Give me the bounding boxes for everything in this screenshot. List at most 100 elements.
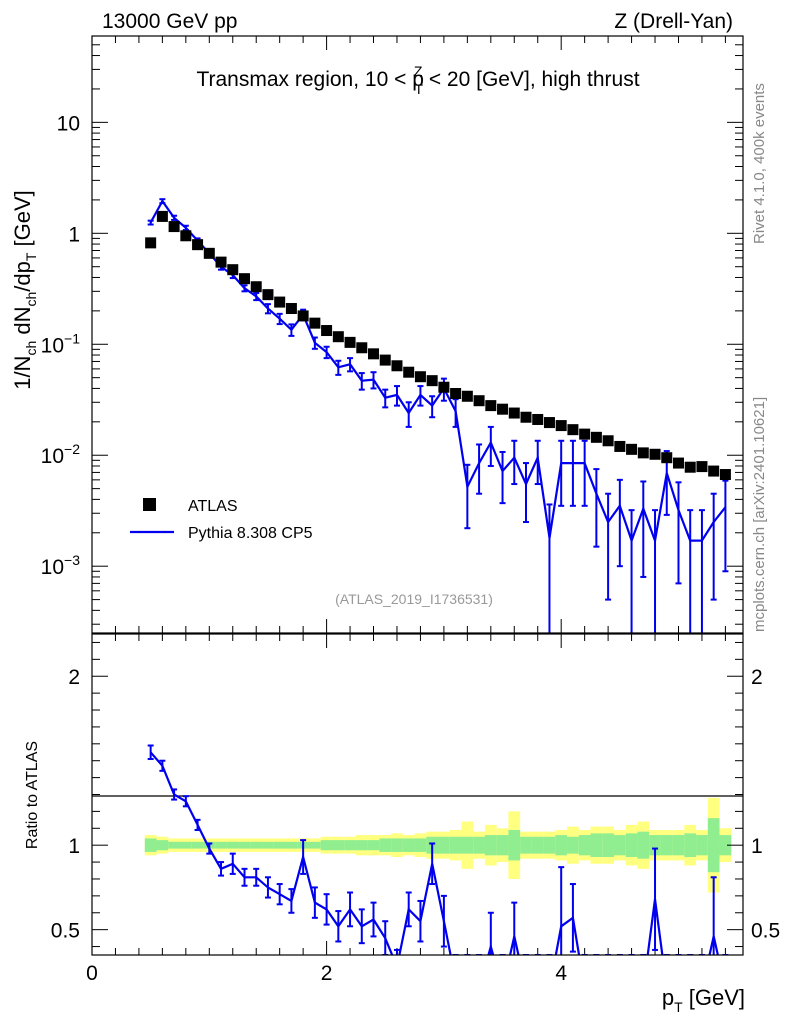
ratio-tick-labels: 0.5 0.5 1 1 2 2 0 2 4 [51, 666, 780, 985]
x-tick-label: 4 [555, 962, 567, 985]
main-y-tick-label: 10−1 [41, 330, 81, 357]
main-frame [91, 35, 744, 634]
atlas-point [719, 469, 731, 481]
mcplots-label: mcplots.cern.ch [arXiv:2401.10621] [751, 397, 768, 632]
ratio-inner-band [555, 835, 568, 856]
ratio-inner-band [660, 835, 673, 856]
atlas-point [156, 210, 168, 222]
ratio-panel: 0.5 0.5 1 1 2 2 0 2 4 Ratio to ATLAS pT [GeV] [24, 633, 780, 1015]
legend-pythia-label: Pythia 8.308 CP5 [188, 525, 313, 542]
atlas-point [180, 230, 192, 242]
atlas-point [321, 325, 333, 337]
atlas-point [579, 428, 591, 440]
atlas-point [602, 435, 614, 447]
main-y-axis-label: 1/Nch dNch/dpT [GeV] [10, 190, 39, 390]
atlas-point [356, 342, 368, 354]
ratio-inner-band [320, 840, 333, 851]
main-data [145, 198, 731, 633]
ratio-inner-band [344, 840, 356, 851]
ratio-y-axis-label: Ratio to ATLAS [24, 741, 41, 849]
ratio-inner-band [262, 841, 274, 849]
atlas-point [696, 461, 708, 473]
ratio-inner-band [402, 838, 415, 852]
ratio-frame [91, 633, 744, 956]
atlas-point [192, 239, 204, 251]
legend-atlas-marker [143, 498, 156, 511]
atlas-point [649, 448, 661, 460]
ratio-inner-band [191, 841, 204, 849]
atlas-point [473, 395, 485, 407]
atlas-point [227, 264, 239, 276]
atlas-point [344, 336, 356, 348]
atlas-point [520, 411, 532, 423]
ratio-y-tick-label: 0.5 [51, 920, 80, 943]
atlas-point [450, 388, 462, 400]
ratio-inner-band [637, 831, 650, 859]
ratio-ticks [91, 634, 743, 955]
ratio-inner-band [379, 838, 392, 852]
x-tick-label: 2 [321, 962, 333, 985]
ratio-inner-band [309, 841, 321, 849]
header-right-label: Z (Drell-Yan) [614, 10, 733, 33]
legend: ATLAS Pythia 8.308 CP5 [130, 498, 313, 542]
main-y-tick-label: 10−2 [41, 441, 81, 468]
ratio-inner-band [578, 835, 591, 856]
ratio-y-tick-label-right: 2 [751, 666, 763, 689]
x-axis-label: pT [GeV] [662, 985, 745, 1015]
atlas-point [379, 354, 391, 366]
ratio-inner-band [179, 841, 192, 849]
main-y-tick-label: 10 [57, 112, 80, 135]
ratio-inner-band [355, 840, 368, 851]
ratio-inner-band [696, 835, 708, 856]
atlas-point [497, 403, 509, 415]
ratio-inner-band [156, 840, 169, 851]
atlas-point [426, 375, 438, 387]
ratio-y-tick-label: 2 [68, 666, 80, 689]
ratio-inner-band [684, 833, 697, 858]
ratio-inner-band [520, 836, 532, 854]
plot-title: Transmax region, 10 < pZ T < 20 [GeV], hi… [196, 63, 639, 97]
atlas-point [708, 465, 720, 477]
atlas-point [637, 447, 649, 459]
main-y-tick-labels: 10 1 10−1 10−2 10−3 [41, 112, 81, 579]
main-y-tick-label: 10−3 [41, 552, 81, 579]
x-tick-label: 0 [86, 962, 98, 985]
ratio-y-tick-label-right: 1 [751, 835, 763, 858]
ratio-inner-band [144, 838, 157, 852]
atlas-point [485, 400, 497, 412]
atlas-point [368, 348, 380, 360]
atlas-point [203, 247, 215, 259]
ratio-inner-band [273, 841, 286, 849]
ratio-inner-band [590, 833, 603, 858]
ratio-inner-band [649, 835, 661, 856]
atlas-point [555, 420, 567, 432]
legend-atlas-label: ATLAS [188, 498, 238, 515]
atlas-point [661, 452, 673, 464]
ratio-inner-band [508, 829, 521, 861]
ratio-inner-band [543, 836, 556, 854]
atlas-point [285, 303, 297, 315]
ratio-inner-band [285, 841, 298, 849]
atlas-point [672, 457, 684, 469]
atlas-point [532, 413, 544, 425]
ratio-data [147, 744, 729, 955]
atlas-point [297, 310, 309, 322]
atlas-point [332, 331, 344, 343]
header-left-label: 13000 GeV pp [102, 10, 237, 33]
atlas-point [391, 360, 403, 372]
atlas-point [250, 281, 262, 293]
ratio-inner-band [168, 841, 180, 849]
ratio-inner-band [484, 835, 497, 856]
ratio-line [149, 751, 719, 955]
atlas-point [543, 417, 555, 429]
atlas-point [567, 424, 579, 436]
atlas-point [215, 256, 227, 268]
ratio-inner-band [332, 840, 345, 851]
ratio-inner-band [613, 835, 626, 856]
ratio-inner-band [367, 840, 380, 851]
ratio-inner-band [496, 835, 509, 856]
atlas-point [461, 390, 473, 402]
atlas-point [590, 431, 602, 443]
atlas-point [684, 461, 696, 473]
